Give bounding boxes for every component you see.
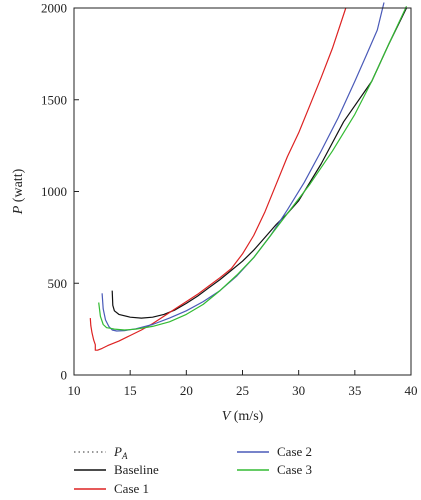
y-axis-label: P (watt)	[11, 168, 26, 215]
series-line-1	[111, 7, 408, 319]
x-axis-unit: (m/s)	[230, 409, 263, 424]
x-tick-label: 35	[348, 383, 361, 398]
legend-entry: Case 2	[237, 444, 312, 459]
y-axis-unit: (watt)	[11, 168, 26, 205]
x-tick-label: 40	[405, 383, 418, 398]
plot-area	[74, 2, 411, 351]
legend-entry: Case 1	[74, 481, 149, 496]
legend-label: PA	[113, 444, 128, 461]
legend-entry: Baseline	[74, 462, 159, 477]
plot-frame	[73, 7, 412, 376]
legend-entry: Case 3	[237, 462, 312, 477]
y-tick-label: 500	[48, 276, 68, 291]
x-axis-label: V (m/s)	[222, 409, 264, 424]
x-tick-label: 25	[236, 383, 249, 398]
x-axis-variable: V	[222, 409, 232, 424]
x-tick-label: 20	[180, 383, 193, 398]
y-axis-variable: P	[11, 205, 26, 215]
y-tick-label: 2000	[41, 1, 67, 16]
y-tick-label: 1000	[41, 184, 67, 199]
legend-label: Case 3	[277, 462, 312, 477]
x-tick-label: 30	[292, 383, 305, 398]
series-line-4	[98, 5, 408, 331]
series-line-3	[101, 2, 385, 332]
x-tick-label: 10	[68, 383, 81, 398]
axes: 10 15 20 25 30 35 40 0 500 1000 1500 2000 V (m/s) P (…	[11, 1, 418, 425]
y-tick-label: 0	[61, 368, 68, 383]
x-tick-label: 15	[124, 383, 137, 398]
legend-entry: PA	[74, 444, 128, 461]
legend-ref-sub: A	[121, 451, 128, 461]
legend-ref-main: P	[113, 444, 122, 459]
legend-label: Baseline	[114, 462, 159, 477]
legend-label: Case 1	[114, 481, 149, 496]
series-line-2	[89, 7, 347, 351]
legend-label: Case 2	[277, 444, 312, 459]
y-tick-label: 1500	[41, 92, 67, 107]
